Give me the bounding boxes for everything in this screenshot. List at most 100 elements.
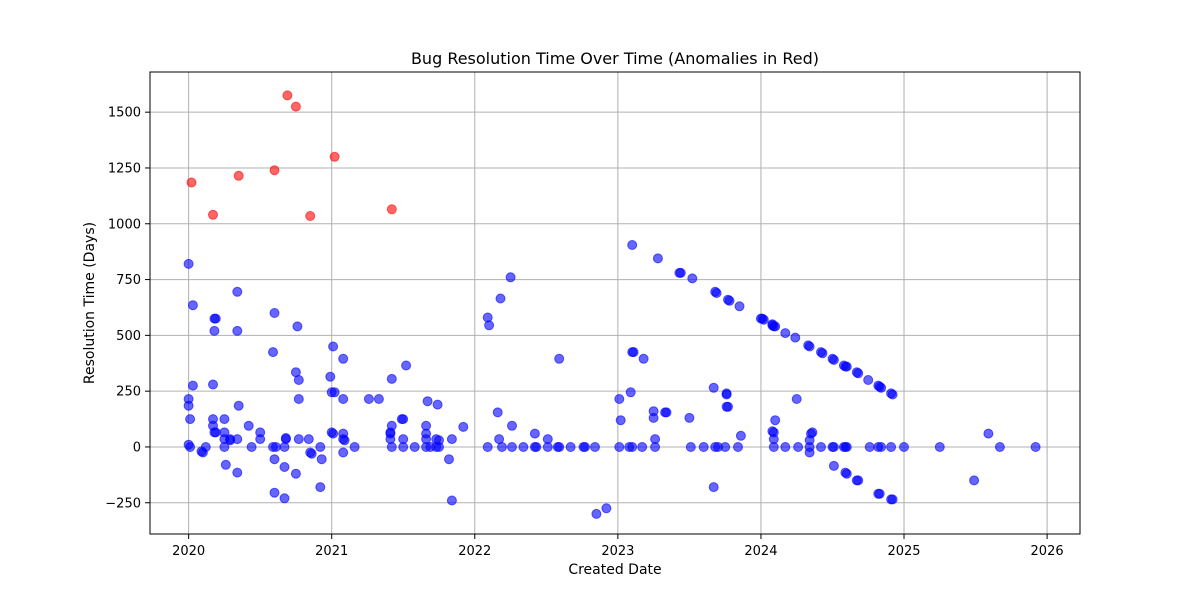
y-tick-label: 750 — [116, 273, 141, 288]
anomaly-point — [186, 177, 197, 188]
data-point — [495, 293, 506, 304]
data-point — [804, 341, 815, 352]
data-point — [627, 240, 638, 250]
data-point — [580, 442, 590, 452]
data-point — [768, 442, 779, 452]
data-point — [363, 394, 374, 404]
data-point — [209, 325, 220, 336]
data-point — [625, 387, 636, 398]
data-point — [876, 382, 887, 393]
data-point — [531, 442, 542, 452]
data-point — [444, 454, 454, 465]
data-point — [724, 295, 735, 306]
data-point — [698, 442, 709, 452]
data-point — [292, 321, 303, 332]
data-point — [899, 442, 909, 452]
data-point — [780, 442, 791, 452]
data-point — [293, 375, 304, 385]
data-point — [290, 468, 301, 479]
data-point — [721, 389, 732, 400]
data-point — [542, 442, 553, 452]
data-point — [279, 442, 290, 452]
data-point — [674, 267, 685, 278]
data-point — [650, 442, 661, 452]
data-point — [422, 396, 433, 407]
data-point — [200, 442, 211, 452]
data-point — [614, 394, 625, 404]
data-point — [183, 400, 194, 411]
data-point — [687, 273, 698, 284]
anomaly-point — [386, 204, 397, 215]
y-tick-label: 0 — [133, 440, 141, 455]
data-point — [864, 442, 875, 452]
data-point — [246, 442, 257, 452]
data-point — [386, 442, 397, 452]
y-axis-title: Resolution Time (Days) — [82, 222, 98, 384]
data-point — [373, 394, 384, 404]
x-tick-label: 2025 — [887, 544, 920, 559]
data-point — [315, 482, 326, 493]
data-point — [780, 328, 791, 339]
data-point — [554, 442, 565, 452]
data-point — [684, 412, 695, 423]
data-point — [232, 286, 243, 297]
data-point — [685, 442, 696, 452]
data-point — [210, 313, 221, 324]
x-tick-label: 2026 — [1031, 544, 1064, 559]
data-point — [637, 442, 648, 452]
data-point — [735, 430, 746, 441]
data-point — [401, 360, 412, 371]
anomaly-point — [208, 209, 218, 220]
data-point — [446, 434, 457, 445]
plot-frame — [149, 71, 1081, 535]
data-point — [279, 462, 290, 472]
data-point — [841, 442, 852, 452]
data-point — [565, 442, 576, 452]
data-point — [269, 308, 280, 318]
data-point — [185, 414, 196, 425]
data-point — [328, 341, 339, 352]
data-point — [458, 421, 469, 432]
data-point — [396, 414, 407, 425]
data-point — [853, 475, 864, 486]
anomaly-point — [282, 90, 293, 101]
data-point — [492, 407, 503, 418]
anomaly-point — [233, 170, 244, 181]
data-point — [887, 389, 898, 400]
data-point — [863, 375, 874, 385]
data-point — [591, 508, 602, 519]
data-point — [338, 353, 349, 364]
data-point — [219, 442, 230, 452]
data-point — [934, 442, 945, 452]
data-point — [615, 415, 626, 426]
data-point — [507, 442, 517, 452]
data-point — [648, 412, 659, 423]
data-point — [409, 442, 420, 452]
data-point — [828, 442, 839, 452]
data-point — [339, 435, 350, 446]
data-point — [268, 347, 278, 358]
data-point — [627, 442, 638, 452]
y-tick-label: 1000 — [108, 217, 141, 232]
data-point — [983, 428, 994, 439]
y-tick-label: 250 — [116, 385, 141, 400]
data-point — [270, 442, 281, 452]
data-point — [614, 442, 625, 452]
data-point — [280, 433, 291, 443]
data-point — [208, 379, 218, 390]
data-point — [338, 394, 349, 404]
data-point — [817, 348, 828, 359]
data-point — [708, 482, 719, 493]
data-point — [793, 442, 804, 452]
axis-ticks: 2020 2021 2022 2023 2024 2025 2026 −250 0 250 500 7… — [105, 106, 1063, 559]
data-point — [255, 434, 266, 445]
data-point — [554, 353, 565, 364]
data-point — [315, 442, 326, 452]
data-point — [529, 428, 540, 439]
data-point — [652, 253, 663, 264]
data-point — [338, 447, 349, 458]
data-point — [734, 301, 745, 312]
data-point — [828, 460, 839, 471]
data-point — [790, 332, 801, 343]
